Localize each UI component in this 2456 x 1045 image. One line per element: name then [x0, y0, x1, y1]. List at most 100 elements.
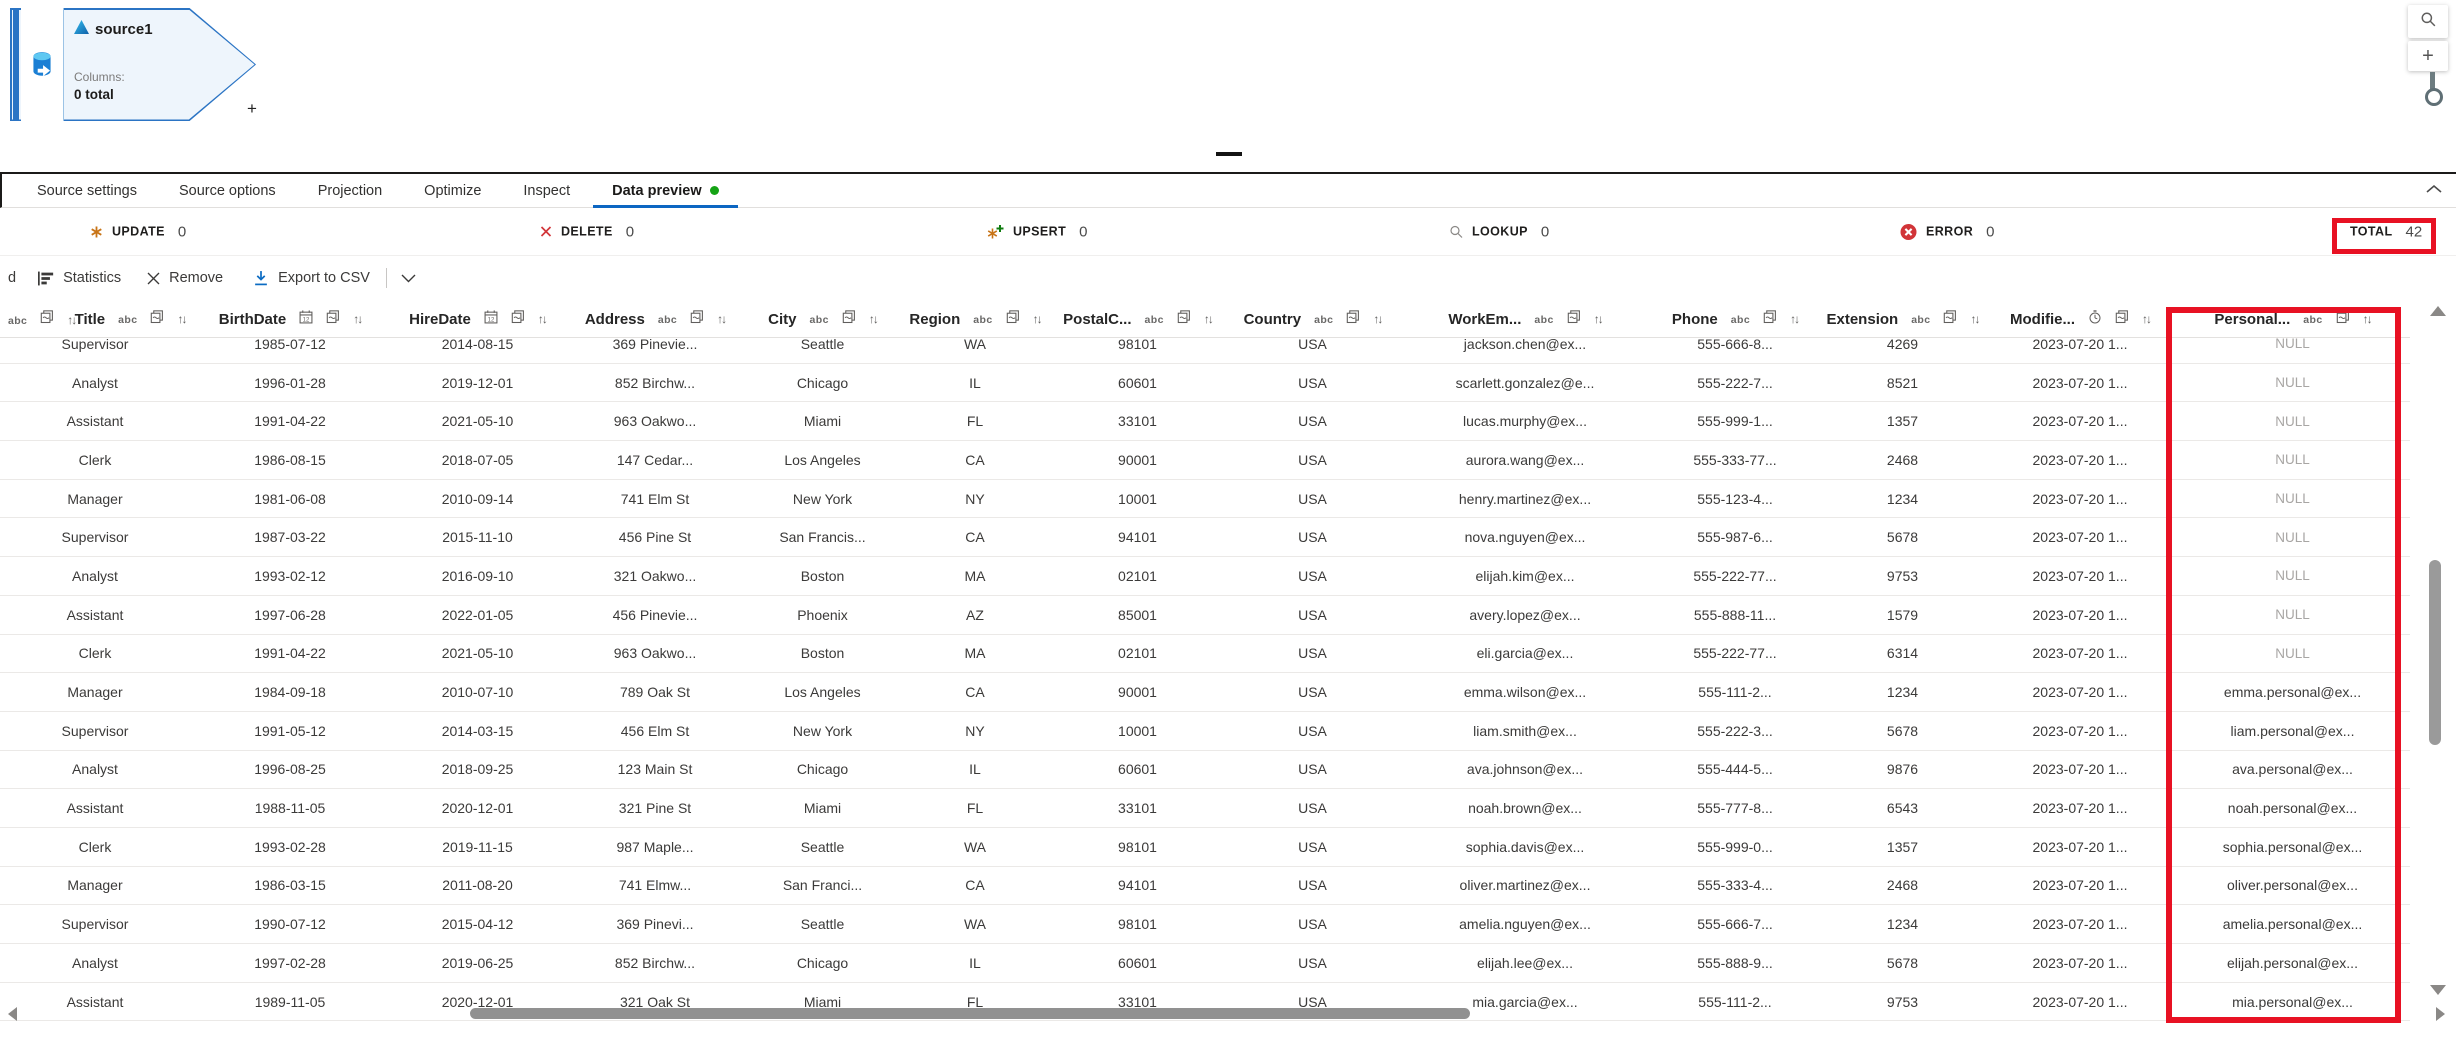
column-header-title[interactable]: Title abc ↑↓: [0, 301, 190, 337]
column-header-modifie[interactable]: Modifie... ↑↓: [1985, 301, 2175, 337]
cell-city: Seattle: [800, 338, 845, 352]
sort-icon[interactable]: ↑↓: [2142, 312, 2152, 326]
grid-viewport[interactable]: Supervisor 1985-07-12 2014-08-15 369 Pinevi…: [0, 338, 2410, 1026]
modify-column-icon[interactable]: [326, 309, 340, 329]
table-row[interactable]: Clerk 1986-08-15 2018-07-05 147 Cedar... Los…: [0, 441, 2410, 480]
modify-column-icon[interactable]: [1943, 309, 1957, 329]
cell-city: Seattle: [800, 916, 845, 933]
tab-data-preview[interactable]: Data preview: [591, 174, 739, 208]
table-row[interactable]: Assistant 1997-06-28 2022-01-05 456 Pinevie…: [0, 596, 2410, 635]
sort-icon[interactable]: ↑↓: [1593, 312, 1604, 326]
column-name: City: [768, 310, 797, 328]
sort-icon[interactable]: ↑↓: [1032, 312, 1043, 326]
modify-column-icon[interactable]: [842, 309, 856, 329]
modify-column-icon[interactable]: [2115, 309, 2129, 329]
column-header-birthdate[interactable]: BirthDate 12 ↑↓: [190, 301, 390, 337]
cell-hiredate: 2014-03-15: [441, 722, 514, 739]
table-row[interactable]: Manager 1986-03-15 2011-08-20 741 Elmw... Sa…: [0, 867, 2410, 906]
modify-column-icon[interactable]: [2336, 309, 2350, 329]
zoom-slider-handle[interactable]: [2425, 88, 2443, 106]
horizontal-scroll-left-arrow[interactable]: [8, 1007, 17, 1021]
tab-source-options[interactable]: Source options: [158, 174, 297, 207]
table-row[interactable]: Analyst 1997-02-28 2019-06-25 852 Birchw...…: [0, 944, 2410, 983]
table-row[interactable]: Analyst 1993-02-12 2016-09-10 321 Oakwo... B…: [0, 557, 2410, 596]
cell-phone: 555-222-7...: [1697, 374, 1773, 391]
table-row[interactable]: Manager 1984-09-18 2010-07-10 789 Oak St Los…: [0, 673, 2410, 712]
column-header-address[interactable]: Address abc ↑↓: [565, 301, 745, 337]
sort-icon[interactable]: ↑↓: [717, 312, 727, 326]
modify-column-icon[interactable]: [1567, 309, 1581, 329]
table-row[interactable]: Clerk 1993-02-28 2019-11-15 987 Maple... Sea…: [0, 828, 2410, 867]
vertical-scrollbar-thumb[interactable]: [2429, 560, 2441, 745]
tab-source-settings[interactable]: Source settings: [16, 174, 158, 207]
modify-column-icon[interactable]: [40, 310, 54, 329]
table-row[interactable]: Supervisor 1985-07-12 2014-08-15 369 Pinevi…: [0, 338, 2410, 364]
sort-icon[interactable]: ↑↓: [868, 312, 879, 326]
cell-modifie: 2023-07-20 1...: [2032, 877, 2128, 894]
export-to-csv-button[interactable]: Export to CSV: [278, 270, 370, 286]
column-header-extension[interactable]: Extension abc ↑↓: [1820, 301, 1985, 337]
cell-address: 456 Elm St: [620, 722, 690, 739]
table-row[interactable]: Supervisor 1991-05-12 2014-03-15 456 Elm St…: [0, 712, 2410, 751]
collapse-panel-chevron-icon[interactable]: [2426, 181, 2442, 199]
table-row[interactable]: Assistant 1988-11-05 2020-12-01 321 Pine St…: [0, 789, 2410, 828]
table-row[interactable]: Analyst 1996-08-25 2018-09-25 123 Main St Ch…: [0, 751, 2410, 790]
sort-icon[interactable]: ↑↓: [2362, 312, 2373, 326]
column-header-postalc[interactable]: PostalC... abc ↑↓: [1050, 301, 1225, 337]
remove-button[interactable]: Remove: [169, 270, 224, 286]
cell-personal: emma.personal@ex...: [2223, 684, 2362, 701]
cell-hiredate: 2019-11-15: [442, 838, 513, 855]
sort-icon[interactable]: ↑↓: [537, 312, 548, 326]
tab-inspect[interactable]: Inspect: [502, 174, 591, 207]
cell-workem: jackson.chen@ex...: [1463, 338, 1587, 352]
panel-resize-handle[interactable]: [1216, 152, 1242, 156]
tab-optimize[interactable]: Optimize: [403, 174, 502, 207]
sort-icon[interactable]: ↑↓: [67, 312, 77, 327]
modify-column-icon[interactable]: [1006, 309, 1020, 329]
vertical-scroll-up-arrow[interactable]: [2430, 306, 2446, 316]
vertical-scroll-down-arrow[interactable]: [2430, 985, 2446, 995]
canvas-zoom-in-button[interactable]: +: [2408, 41, 2448, 71]
table-row[interactable]: Manager 1981-06-08 2010-09-14 741 Elm St New…: [0, 480, 2410, 519]
table-row[interactable]: Assistant 1989-11-05 2020-12-01 321 Oak St M…: [0, 983, 2410, 1022]
modify-column-icon[interactable]: [1177, 309, 1191, 329]
cell-address: 456 Pinevie...: [612, 606, 698, 623]
cell-hiredate: 2018-07-05: [441, 451, 514, 468]
column-header-phone[interactable]: Phone abc ↑↓: [1650, 301, 1820, 337]
toolbar-overflow-chevron-icon[interactable]: [401, 274, 416, 283]
zoom-slider-track[interactable]: [2430, 72, 2435, 96]
table-row[interactable]: Analyst 1996-01-28 2019-12-01 852 Birchw...…: [0, 364, 2410, 403]
table-row[interactable]: Supervisor 1990-07-12 2015-04-12 369 Pinevi…: [0, 905, 2410, 944]
horizontal-scroll-right-arrow[interactable]: [2436, 1007, 2445, 1021]
sort-icon[interactable]: ↑↓: [353, 312, 363, 326]
sort-icon[interactable]: ↑↓: [1970, 312, 1980, 326]
modify-column-icon[interactable]: [150, 309, 164, 329]
column-header-country[interactable]: Country abc ↑↓: [1225, 301, 1400, 337]
table-row[interactable]: Assistant 1991-04-22 2021-05-10 963 Oakwo..…: [0, 402, 2410, 442]
add-transformation-button[interactable]: +: [247, 99, 257, 118]
modify-column-icon[interactable]: [511, 309, 525, 329]
column-header-city[interactable]: City abc ↑↓: [745, 301, 900, 337]
modify-column-icon[interactable]: [1763, 309, 1777, 329]
cell-title: Manager: [67, 490, 123, 507]
modify-column-icon[interactable]: [690, 309, 704, 329]
cell-personal: mia.personal@ex...: [2232, 993, 2353, 1010]
table-row[interactable]: Supervisor 1987-03-22 2015-11-10 456 Pine S…: [0, 518, 2410, 558]
tab-projection[interactable]: Projection: [297, 174, 403, 207]
sort-icon[interactable]: ↑↓: [177, 312, 187, 326]
sort-icon[interactable]: ↑↓: [1203, 312, 1214, 326]
source-node[interactable]: source1 Columns: 0 total: [10, 8, 256, 121]
column-header-workem[interactable]: WorkEm... abc ↑↓: [1400, 301, 1650, 337]
sort-icon[interactable]: ↑↓: [1790, 312, 1800, 326]
column-header-region[interactable]: Region abc ↑↓: [900, 301, 1050, 337]
cell-phone: 555-444-5...: [1697, 761, 1773, 778]
horizontal-scrollbar-thumb[interactable]: [470, 1008, 1470, 1019]
modify-column-icon[interactable]: [1346, 309, 1360, 329]
column-header-personal[interactable]: Personal... abc ↑↓: [2175, 301, 2410, 337]
statistics-button[interactable]: Statistics: [63, 270, 122, 286]
plus-icon: +: [2422, 44, 2434, 67]
table-row[interactable]: Clerk 1991-04-22 2021-05-10 963 Oakwo... Bos…: [0, 635, 2410, 674]
canvas-search-button[interactable]: [2408, 5, 2448, 38]
column-header-hiredate[interactable]: HireDate 12 ↑↓: [390, 301, 565, 337]
sort-icon[interactable]: ↑↓: [1373, 312, 1383, 326]
